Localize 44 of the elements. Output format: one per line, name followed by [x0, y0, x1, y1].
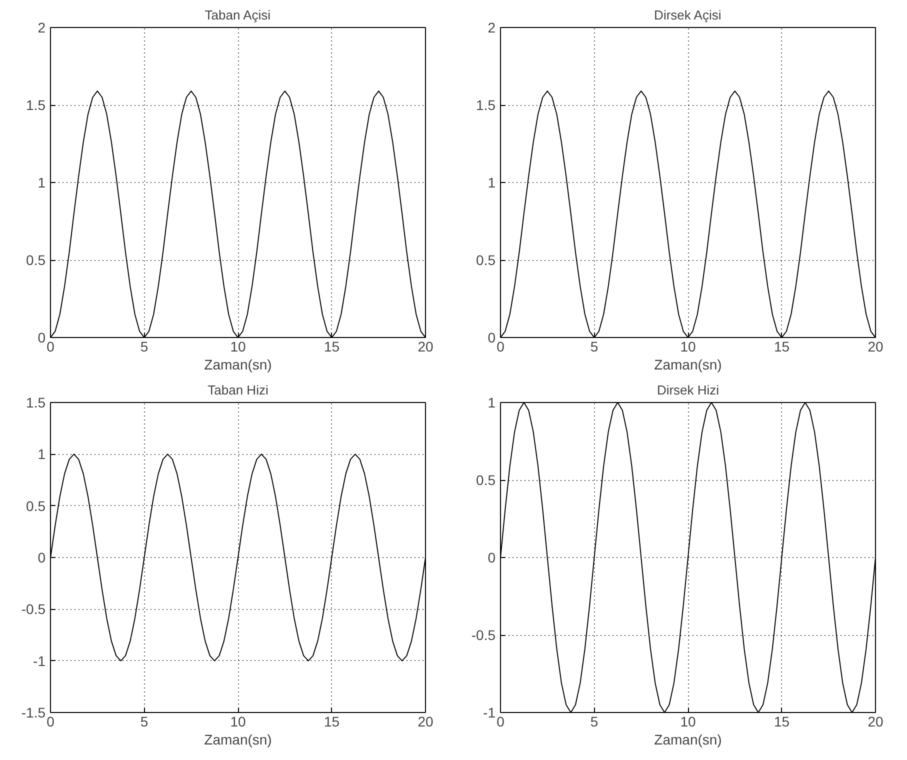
y-tick-label: 1 — [38, 174, 46, 190]
chart-title: Taban Hizi — [208, 382, 268, 398]
x-axis-title: Zaman(sn) — [204, 356, 272, 372]
chart-title: Taban Açisi — [204, 8, 271, 22]
x-tick-label: 15 — [324, 338, 340, 354]
x-tick-label: 20 — [868, 714, 884, 730]
x-tick-label: 15 — [774, 714, 790, 730]
x-axis-title: Zaman(sn) — [654, 732, 722, 748]
x-axis-title: Zaman(sn) — [204, 732, 272, 748]
y-tick-label: 0.5 — [26, 252, 46, 268]
x-axis-title: Zaman(sn) — [654, 356, 722, 372]
x-tick-label: 20 — [418, 338, 434, 354]
x-tick-label: 5 — [590, 714, 598, 730]
x-tick-label: 10 — [680, 714, 696, 730]
y-tick-label: 0 — [488, 550, 496, 566]
y-tick-label: -0.5 — [21, 601, 46, 618]
x-tick-label: 10 — [680, 338, 696, 354]
x-tick-label: 15 — [324, 714, 340, 730]
y-tick-label: 1.5 — [476, 97, 496, 113]
y-tick-label: 1.5 — [26, 97, 46, 113]
y-tick-label: -1 — [483, 704, 496, 720]
y-tick-label: 1 — [488, 394, 496, 410]
x-tick-label: 20 — [868, 338, 884, 354]
chart-title: Dirsek Açisi — [654, 8, 722, 22]
y-tick-label: 1.5 — [26, 394, 46, 410]
y-tick-label: 0.5 — [476, 252, 496, 268]
chart-title: Dirsek Hizi — [656, 382, 720, 398]
y-tick-label: -1 — [33, 652, 46, 669]
x-tick-label: 10 — [230, 338, 246, 354]
y-tick-label: -0.5 — [471, 627, 496, 643]
x-tick-label: 5 — [140, 338, 148, 354]
x-tick-label: 10 — [230, 714, 246, 730]
x-tick-label: 20 — [418, 714, 434, 730]
x-tick-label: 5 — [140, 714, 148, 730]
y-tick-label: 1 — [488, 174, 496, 190]
y-tick-label: 2 — [38, 20, 46, 36]
y-tick-label: 0.5 — [476, 472, 496, 488]
y-tick-label: 0 — [38, 550, 46, 566]
y-tick-label: 0.5 — [26, 498, 46, 514]
y-tick-label: -1.5 — [21, 704, 46, 720]
x-tick-label: 15 — [774, 338, 790, 354]
y-tick-label: 2 — [488, 20, 496, 36]
x-tick-label: 5 — [590, 338, 598, 354]
y-tick-label: 1 — [38, 446, 46, 462]
